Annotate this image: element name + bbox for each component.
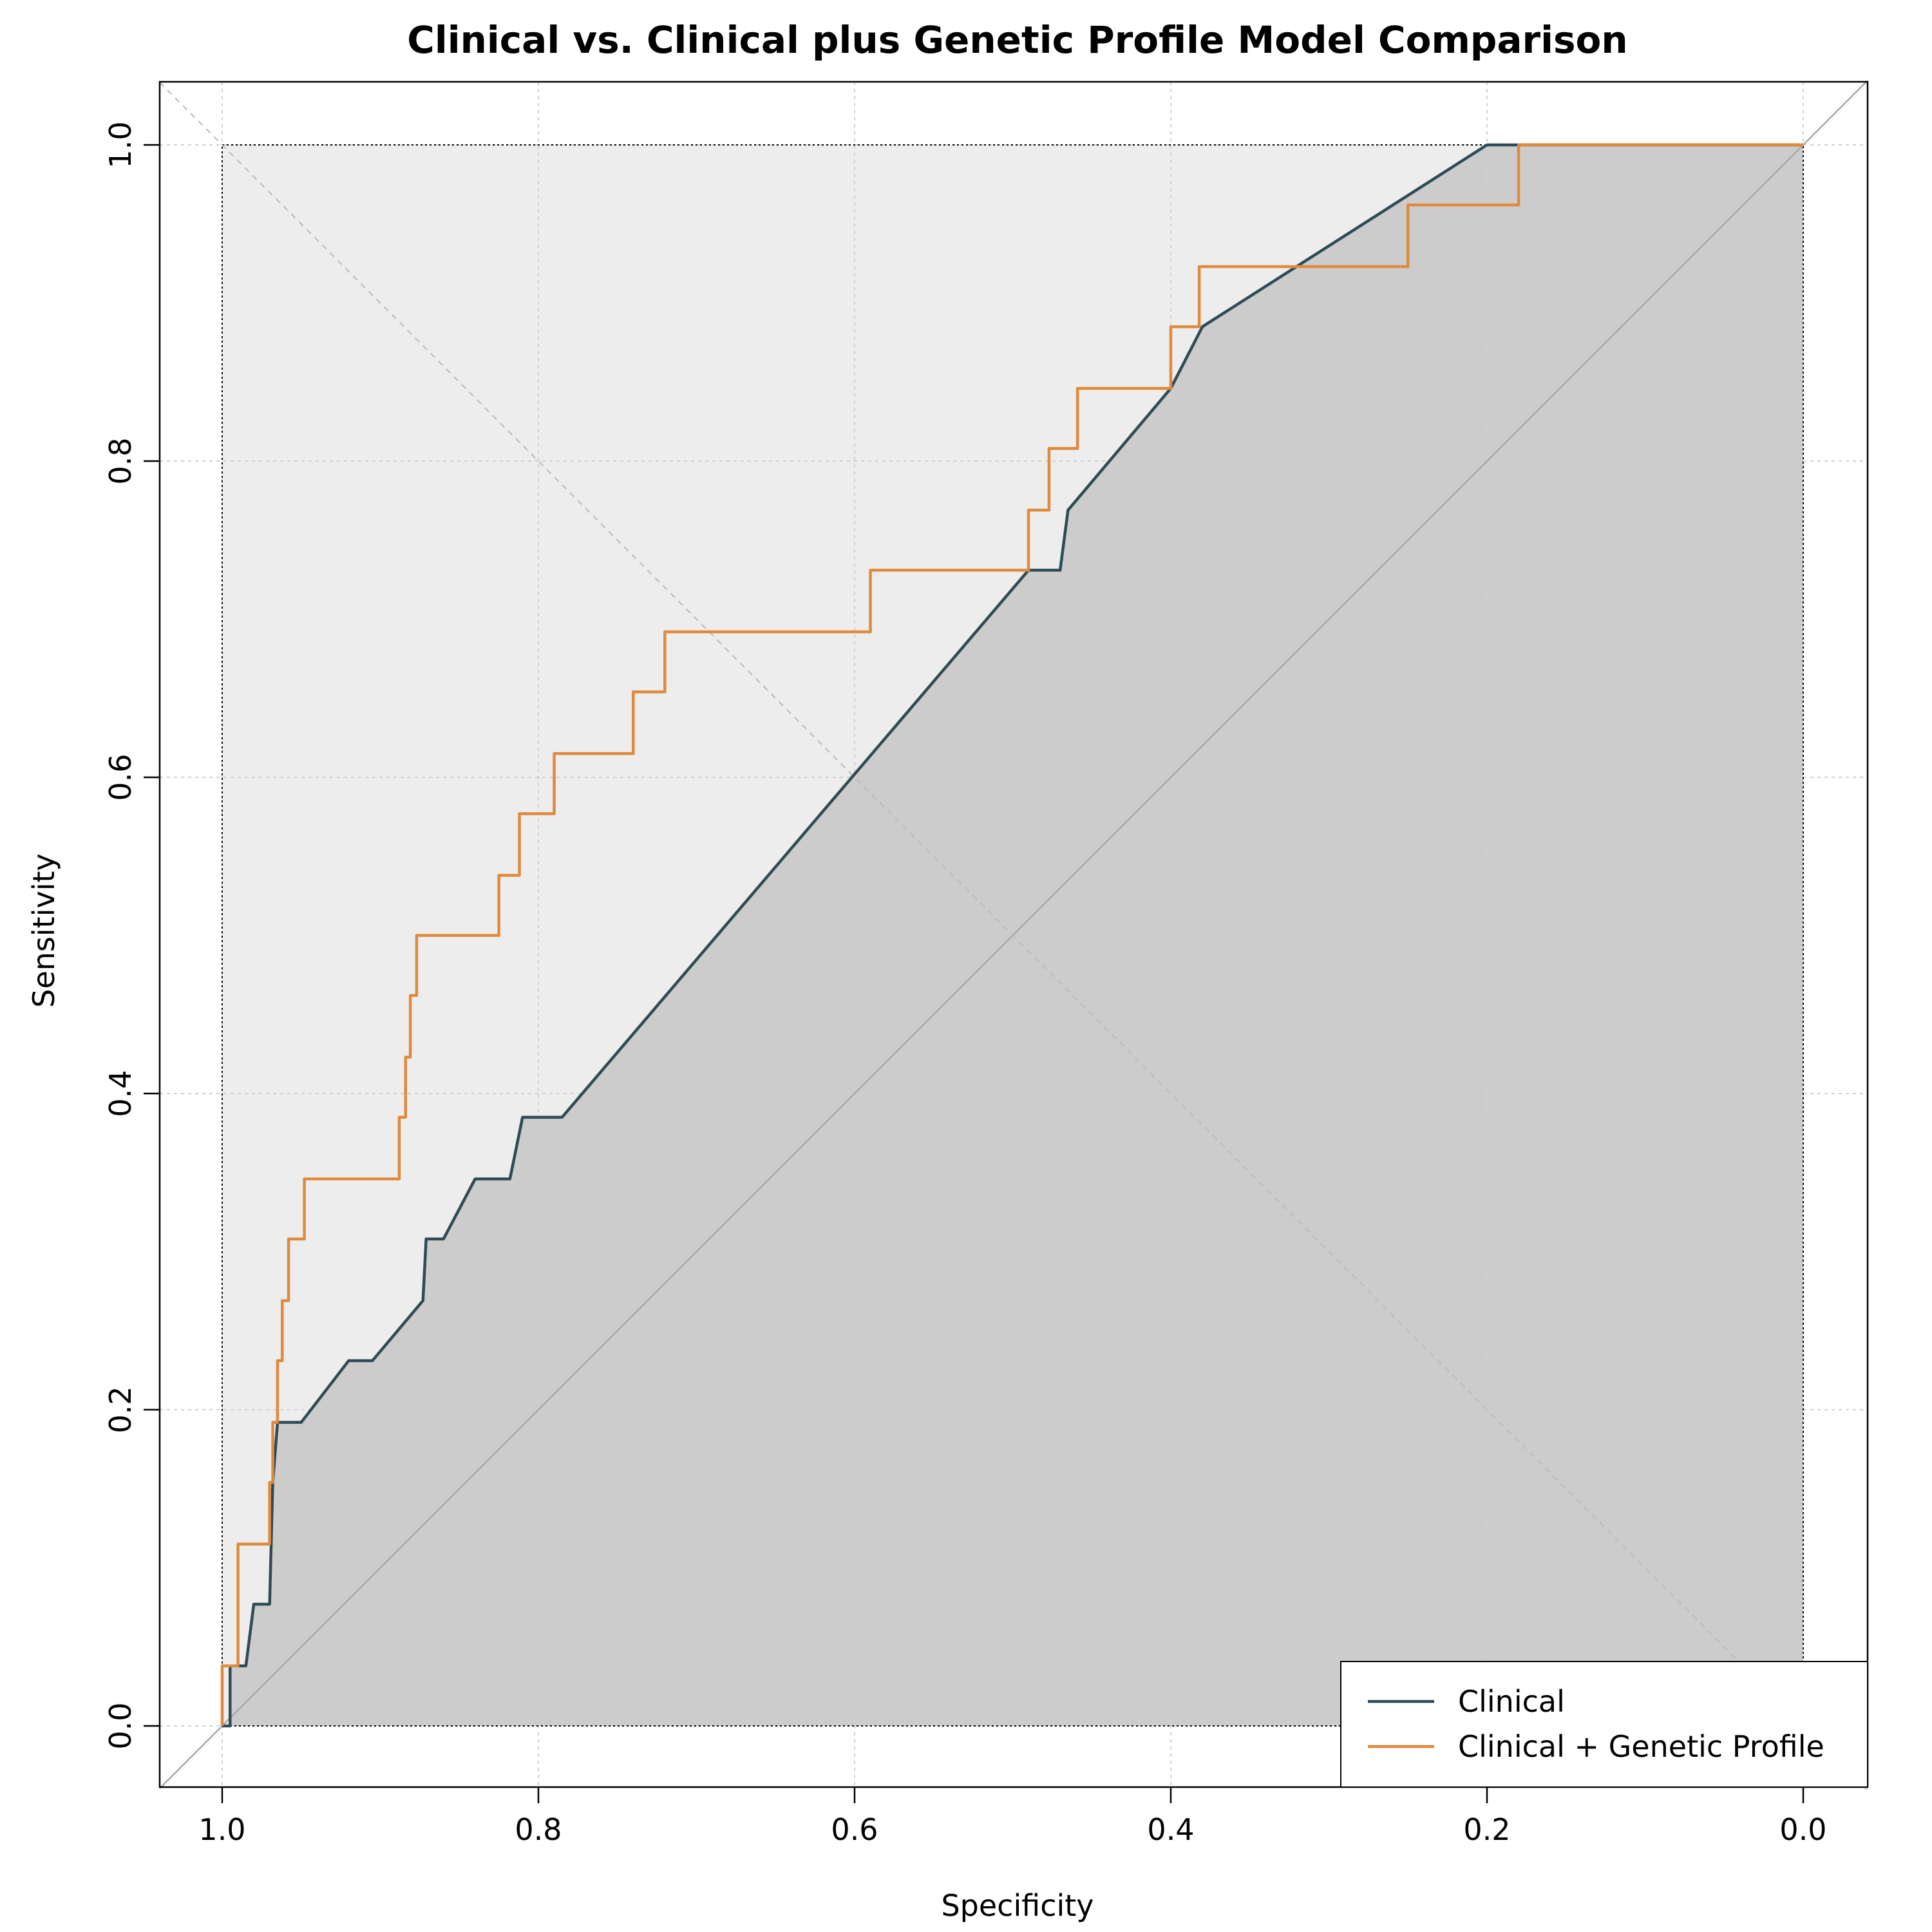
chance-diagonal-line (159, 80, 1868, 1789)
reference-lines-layer (159, 80, 1868, 1791)
x-tick-label: 0.4 (1147, 1812, 1194, 1847)
legend: Clinical Clinical + Genetic Profile (1340, 1661, 1868, 1788)
legend-box (1340, 1661, 1868, 1788)
chart-title: Clinical vs. Clinical plus Genetic Profi… (407, 18, 1627, 62)
y-tick-label: 0.8 (103, 437, 138, 484)
y-tick-label: 0.0 (103, 1702, 138, 1749)
x-axis-label: Specificity (941, 1888, 1094, 1923)
x-tick-label: 0.6 (831, 1812, 878, 1847)
series-line-0 (222, 143, 1803, 1728)
legend-label: Clinical (1458, 1684, 1565, 1719)
x-tick-label: 0.0 (1779, 1812, 1826, 1847)
y-tick-label: 0.2 (103, 1386, 138, 1433)
y-tick-label: 0.4 (103, 1070, 138, 1117)
y-axis-label: Sensitivity (26, 853, 61, 1007)
series-line-1 (220, 143, 1803, 1726)
x-tick-label: 1.0 (198, 1812, 245, 1847)
legend-label: Clinical + Genetic Profile (1458, 1729, 1824, 1764)
tick-layer: 1.0 0.8 0.6 0.4 0.2 0.0 0.0 0.2 0.4 0.6 0.8 1.0 (103, 121, 1827, 1847)
y-tick-label: 1.0 (103, 121, 138, 168)
secondary-diagonal-line (159, 82, 1868, 1791)
roc-space-border (222, 144, 1804, 1727)
x-tick-label: 0.8 (515, 1812, 562, 1847)
series-layer (220, 143, 1803, 1728)
plot-frame (158, 80, 1869, 1788)
x-tick-label: 0.2 (1463, 1812, 1510, 1847)
y-tick-label: 0.6 (103, 753, 138, 800)
